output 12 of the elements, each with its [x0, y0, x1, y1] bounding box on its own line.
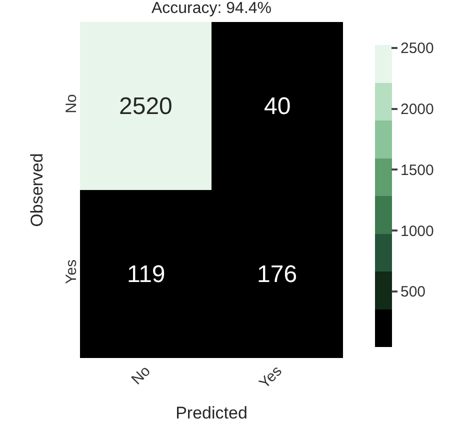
color-bar-label: 1000 — [400, 222, 434, 240]
color-bar-label: 2500 — [400, 40, 434, 58]
data-label: 40 — [264, 93, 291, 120]
color-bar-label: 500 — [400, 284, 426, 301]
data-label: 176 — [257, 261, 298, 288]
color-bar-label: 1500 — [400, 162, 434, 179]
data-label: 2520 — [119, 93, 172, 120]
color-bar-label: 2000 — [400, 101, 434, 118]
y-axis-title: Observed — [28, 153, 47, 227]
x-axis-title: Predicted — [176, 403, 248, 422]
chart-title: Accuracy: 94.4% — [151, 0, 272, 18]
data-label: 119 — [127, 261, 166, 288]
